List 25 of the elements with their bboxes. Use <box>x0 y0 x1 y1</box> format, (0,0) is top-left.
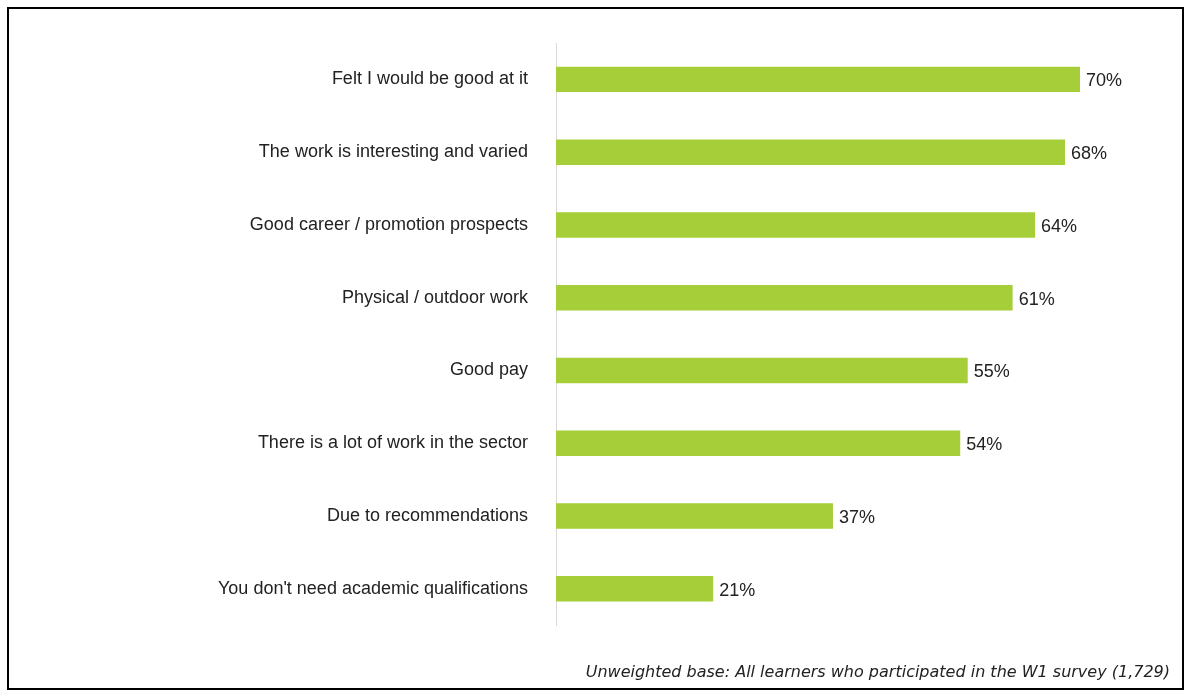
bar <box>556 430 961 456</box>
bar <box>556 576 714 602</box>
data-label: 21% <box>719 579 756 600</box>
bar <box>556 139 1066 165</box>
y-tick-label: Good career / promotion prospects <box>249 213 528 234</box>
data-label: 61% <box>1018 288 1055 309</box>
y-tick-label: Physical / outdoor work <box>341 286 529 307</box>
data-label: 55% <box>973 361 1010 382</box>
data-label: 70% <box>1086 70 1123 91</box>
bar <box>556 284 1013 311</box>
text: Unweighted base: All learners who participated in the W1 survey (1,729) <box>585 662 1170 681</box>
bar <box>556 66 1080 93</box>
data-label: 54% <box>966 434 1003 455</box>
y-tick-label: The work is interesting and varied <box>258 141 528 162</box>
bar <box>556 503 833 529</box>
bar <box>556 357 968 384</box>
y-tick-label: Felt I would be good at it <box>331 68 528 89</box>
bar <box>556 212 1036 238</box>
data-label: 64% <box>1041 215 1078 236</box>
y-tick-label: Good pay <box>449 359 528 380</box>
y-tick-label: You don't need academic qualifications <box>218 577 528 598</box>
data-label: 37% <box>838 507 875 528</box>
y-tick-label: There is a lot of work in the sector <box>257 432 528 453</box>
data-label: 68% <box>1071 143 1108 164</box>
y-tick-label: Due to recommendations <box>326 505 528 526</box>
